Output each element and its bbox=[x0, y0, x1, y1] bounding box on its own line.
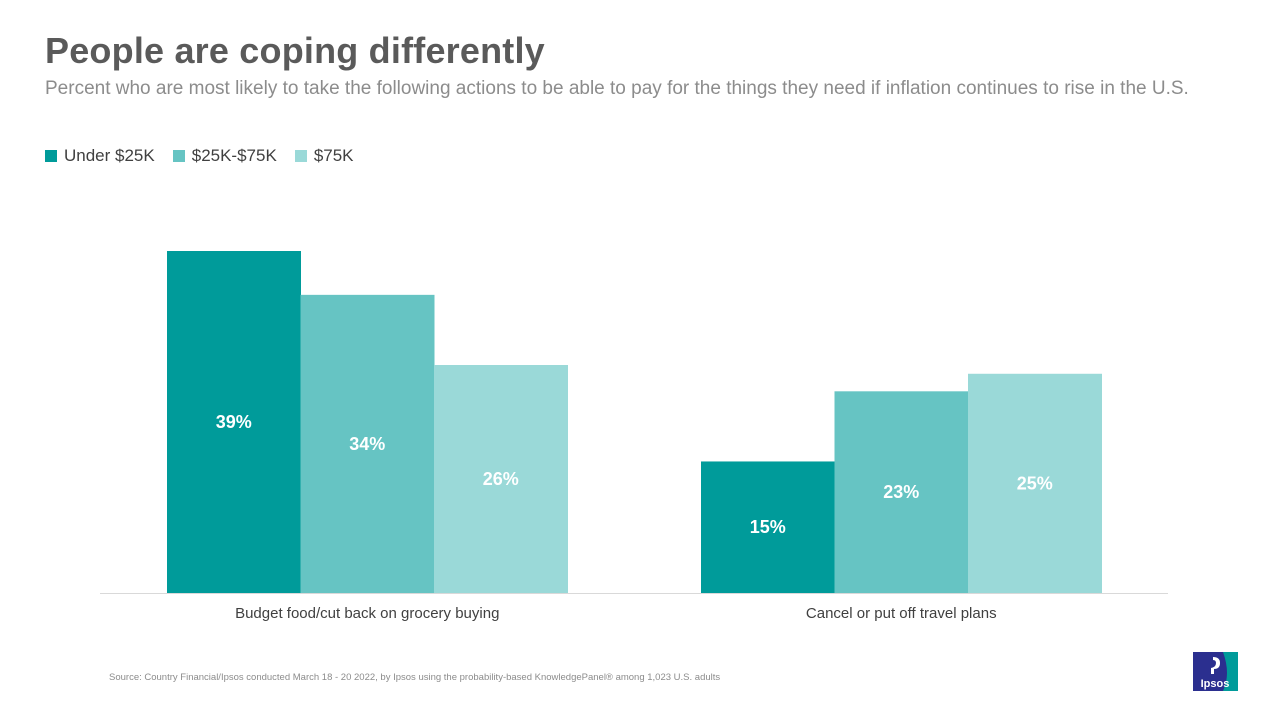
bar-0-2 bbox=[434, 365, 568, 593]
chart-subtitle: Percent who are most likely to take the … bbox=[45, 78, 1189, 99]
bar-1-1 bbox=[834, 391, 969, 593]
legend-label-25k-75k: $25K-$75K bbox=[191, 146, 277, 165]
legend-label-under-25k: Under $25K bbox=[64, 146, 155, 165]
page-title: People are coping differently bbox=[45, 30, 545, 71]
data-label-1-2: 25% bbox=[1017, 473, 1053, 493]
bar-0-1 bbox=[300, 294, 435, 593]
source-note: Source: Country Financial/Ipsos conducte… bbox=[109, 672, 721, 683]
legend-swatch-25k-75k bbox=[172, 150, 185, 162]
bar-1-2 bbox=[968, 373, 1102, 593]
legend-swatch-75k bbox=[294, 150, 307, 162]
legend-item-under-25k: Under $25K bbox=[45, 146, 155, 166]
data-label-1-0: 15% bbox=[750, 517, 786, 537]
data-label-0-2: 26% bbox=[483, 469, 519, 489]
legend-item-25k-75k: $25K-$75K bbox=[172, 146, 277, 166]
ipsos-logo-icon: Ipsos bbox=[1193, 652, 1238, 691]
legend-swatch-under-25k bbox=[45, 150, 57, 162]
logo-text: Ipsos bbox=[1201, 678, 1230, 690]
data-label-0-1: 34% bbox=[349, 434, 385, 454]
bar-1-0 bbox=[701, 461, 835, 593]
legend-label-75k: $75K bbox=[313, 146, 354, 165]
data-label-1-1: 23% bbox=[883, 482, 919, 502]
category-label-0: Budget food/cut back on grocery buying bbox=[235, 605, 499, 622]
category-label-1: Cancel or put off travel plans bbox=[806, 605, 997, 622]
legend-item-75k: $75K bbox=[294, 146, 354, 166]
data-label-0-0: 39% bbox=[216, 412, 252, 432]
bar-0-0 bbox=[167, 251, 301, 593]
chart-legend: Under $25K $25K-$75K $75K bbox=[45, 146, 354, 166]
